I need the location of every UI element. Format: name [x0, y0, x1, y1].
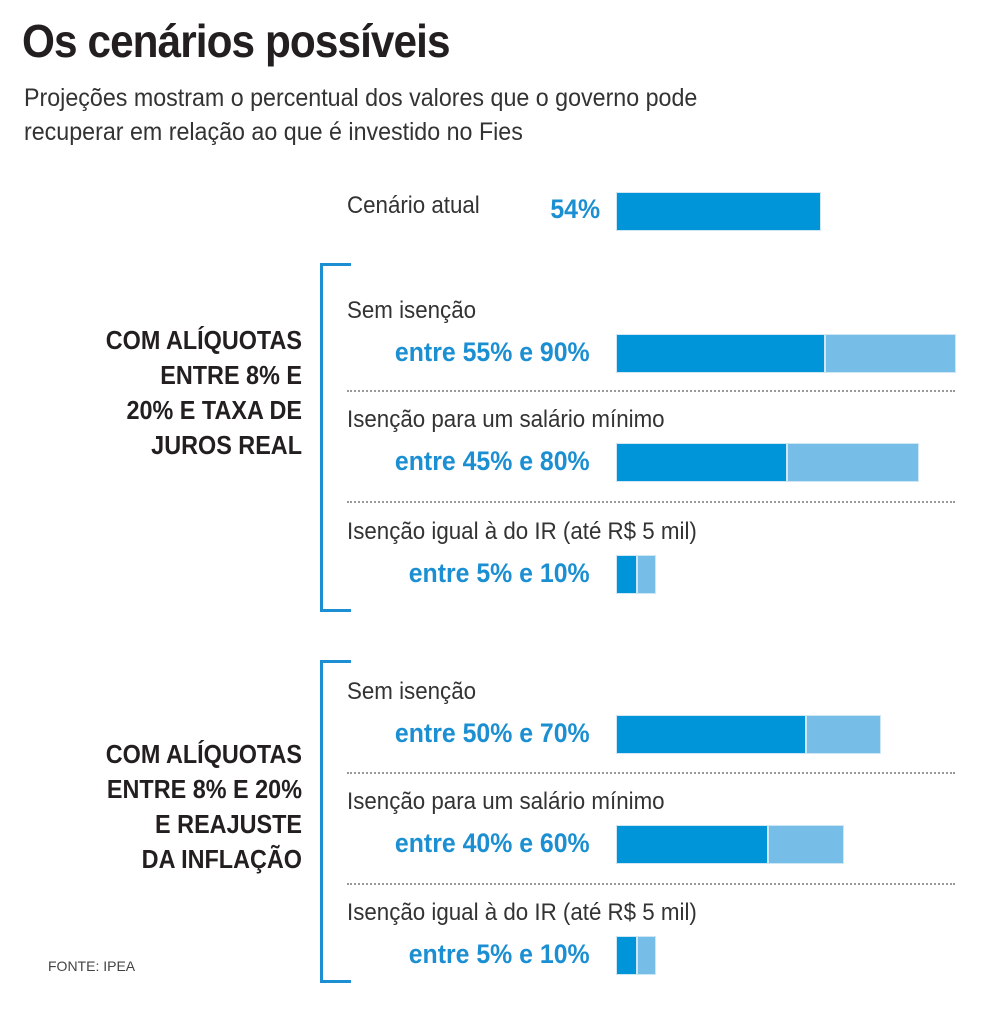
group-bracket — [320, 263, 351, 612]
row-divider — [347, 883, 955, 885]
row-bar-range — [637, 937, 655, 974]
row-bar-low — [617, 826, 768, 863]
current-label: Cenário atual — [347, 192, 480, 219]
row-label: Isenção para um salário mínimo — [347, 788, 665, 815]
row-divider — [347, 772, 955, 774]
row-value-label: entre 50% e 70% — [395, 718, 590, 748]
row-value-label: entre 40% e 60% — [395, 828, 590, 858]
row-value-label: entre 5% e 10% — [409, 558, 590, 588]
row-divider — [347, 501, 955, 503]
row-bar-low — [617, 335, 824, 372]
row-bar-range — [807, 716, 881, 753]
group-label: COM ALÍQUOTAS ENTRE 8% E 20% E TAXA DE J… — [105, 325, 302, 460]
row-divider — [347, 390, 955, 392]
group-label: COM ALÍQUOTAS ENTRE 8% E 20% E REAJUSTE … — [105, 739, 302, 874]
row-value-label: entre 55% e 90% — [395, 337, 590, 367]
current-value-label: 54% — [550, 194, 600, 224]
row-bar-range — [825, 335, 956, 372]
row-bar-low — [617, 716, 805, 753]
group-bracket — [320, 660, 351, 983]
subtitle-line-2: recuperar em relação ao que é investido … — [24, 118, 523, 146]
row-label: Isenção igual à do IR (até R$ 5 mil) — [347, 899, 697, 926]
row-value-label: entre 45% e 80% — [395, 446, 590, 476]
row-label: Isenção igual à do IR (até R$ 5 mil) — [347, 518, 697, 545]
row-bar-low — [617, 937, 636, 974]
subtitle-line-1: Projeções mostram o percentual dos valor… — [24, 84, 698, 112]
row-bar-range — [769, 826, 843, 863]
row-label: Sem isenção — [347, 297, 477, 324]
current-bar-low — [617, 193, 821, 230]
row-value-label: entre 5% e 10% — [409, 939, 590, 969]
row-label: Sem isenção — [347, 678, 477, 705]
row-bar-low — [617, 444, 787, 481]
row-bar-range — [788, 444, 918, 481]
row-bar-low — [617, 556, 636, 593]
row-label: Isenção para um salário mínimo — [347, 406, 665, 433]
row-bar-range — [637, 556, 655, 593]
page-title: Os cenários possíveis — [22, 15, 451, 67]
source-note: FONTE: IPEA — [48, 958, 136, 974]
